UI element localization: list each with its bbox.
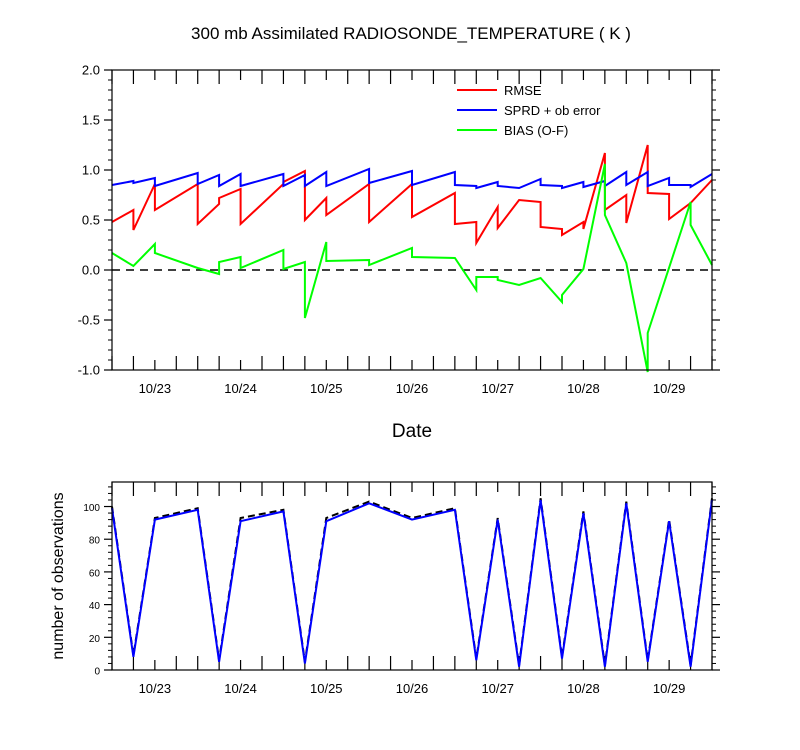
top-series-rmse-line xyxy=(111,144,713,247)
bottom-series-group xyxy=(111,498,713,667)
top-x-tick-label: 10/25 xyxy=(310,381,343,396)
bot-x-tick-label: 10/27 xyxy=(481,681,514,696)
top-y-tick-label: -1.0 xyxy=(78,363,100,378)
bot-y-tick-label: 100 xyxy=(83,503,100,514)
top-y-tick-label: 1.0 xyxy=(82,163,100,178)
top-x-tick-label: 10/24 xyxy=(224,381,257,396)
bot-y-tick-label: 0 xyxy=(94,667,100,678)
top-legend: RMSE SPRD + ob error BIAS (O-F) xyxy=(457,83,601,138)
legend-label: BIAS (O-F) xyxy=(504,123,568,138)
top-y-tick-label: 2.0 xyxy=(82,63,100,78)
bot-x-tick-label: 10/29 xyxy=(653,681,686,696)
top-plot-frame xyxy=(111,69,713,371)
top-chart-title: 300 mb Assimilated RADIOSONDE_TEMPERATUR… xyxy=(191,24,631,43)
bot-x-tick-label: 10/23 xyxy=(139,681,172,696)
bot-y-tick-label: 40 xyxy=(89,601,101,612)
top-x-tick-labels: 10/23 10/24 10/25 10/26 10/27 10/28 10/29 xyxy=(139,381,686,396)
top-x-tick-label: 10/23 xyxy=(139,381,172,396)
top-x-tick-label: 10/29 xyxy=(653,381,686,396)
top-x-tick-label: 10/27 xyxy=(481,381,514,396)
top-ticks xyxy=(104,69,720,371)
bot-x-tick-label: 10/24 xyxy=(224,681,257,696)
bot-y-tick-label: 80 xyxy=(89,536,101,547)
bottom-y-axis-label: number of observations xyxy=(50,492,67,659)
bottom-x-tick-labels: 10/23 10/24 10/25 10/26 10/27 10/28 10/29 xyxy=(139,681,686,696)
bot-y-tick-label: 20 xyxy=(89,634,101,645)
top-panel: 300 mb Assimilated RADIOSONDE_TEMPERATUR… xyxy=(78,24,720,442)
bottom-ticks xyxy=(104,482,720,671)
top-x-axis-label: Date xyxy=(392,421,432,442)
bot-x-tick-label: 10/26 xyxy=(396,681,429,696)
top-y-tick-label: 0.0 xyxy=(82,263,100,278)
top-series-sprd-ob-error-line xyxy=(111,167,713,190)
bottom-y-tick-labels: 0 20 40 60 80 100 xyxy=(83,503,100,677)
top-x-tick-label: 10/28 xyxy=(567,381,600,396)
top-x-tick-label: 10/26 xyxy=(396,381,429,396)
bottom-plot-frame xyxy=(111,481,713,671)
bot-series-assimilated-line xyxy=(111,499,713,667)
legend-label: SPRD + ob error xyxy=(504,103,601,118)
top-series-group xyxy=(111,144,713,373)
legend-label: RMSE xyxy=(504,83,542,98)
bot-x-tick-label: 10/28 xyxy=(567,681,600,696)
top-y-tick-label: 0.5 xyxy=(82,213,100,228)
bot-series-possible-line xyxy=(111,498,713,666)
bot-y-tick-label: 60 xyxy=(89,568,101,579)
top-y-tick-label: -0.5 xyxy=(78,313,100,328)
top-y-tick-labels: -1.0 -0.5 0.0 0.5 1.0 1.5 2.0 xyxy=(78,63,100,378)
bot-x-tick-label: 10/25 xyxy=(310,681,343,696)
top-series-bias-o-f-line xyxy=(111,163,713,373)
top-y-tick-label: 1.5 xyxy=(82,113,100,128)
